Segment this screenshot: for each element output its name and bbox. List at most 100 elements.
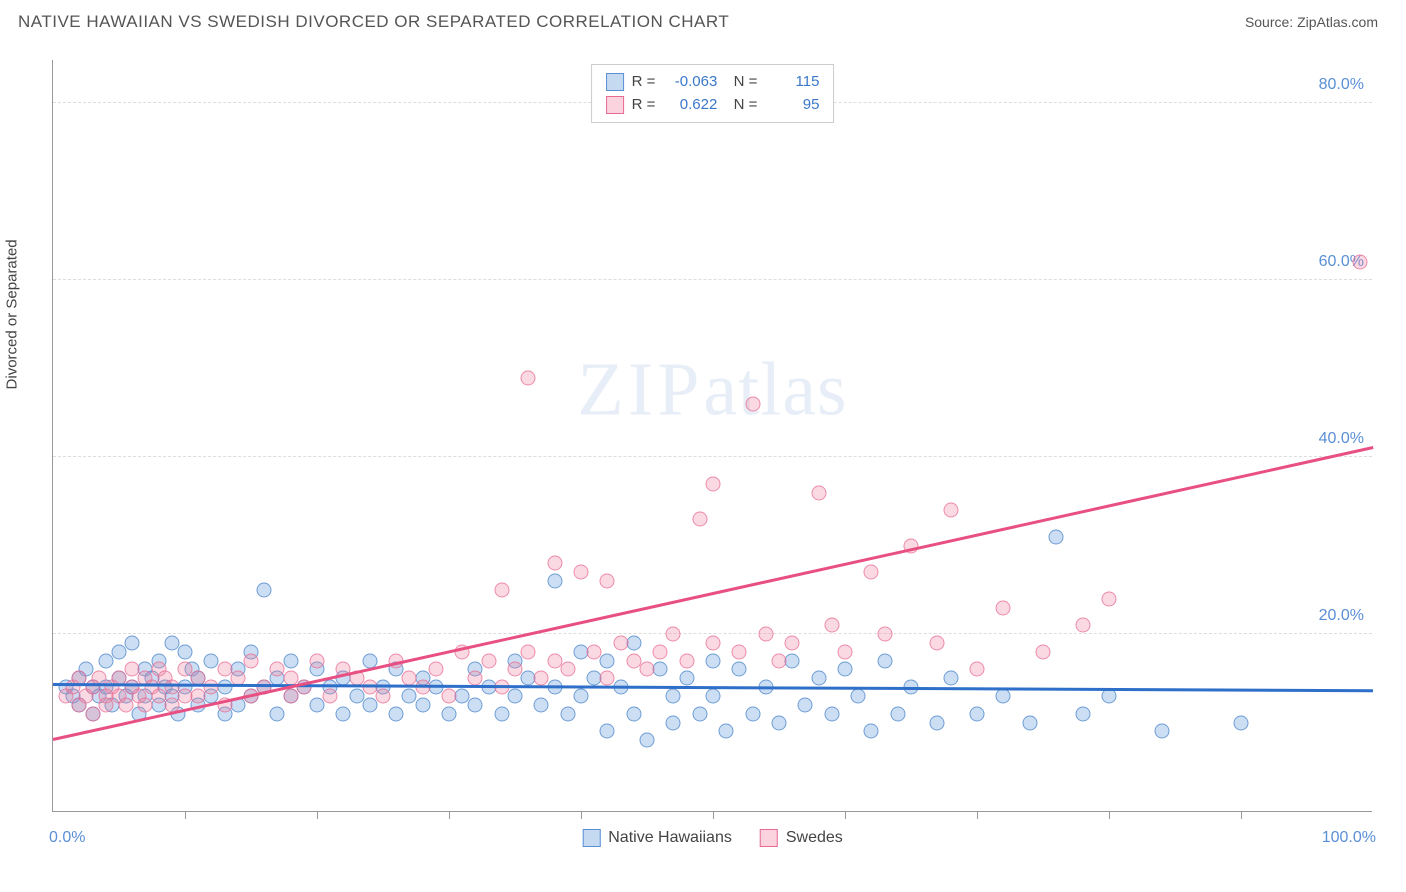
plot-area: ZIPatlas R = -0.063 N = 115 R = 0.622 N … xyxy=(52,60,1372,812)
y-tick-label: 80.0% xyxy=(1319,76,1364,94)
data-point xyxy=(442,689,457,704)
data-point xyxy=(864,724,879,739)
data-point xyxy=(547,556,562,571)
data-point xyxy=(494,706,509,721)
data-point xyxy=(574,689,589,704)
data-point xyxy=(191,689,206,704)
data-point xyxy=(877,627,892,642)
data-point xyxy=(798,697,813,712)
data-point xyxy=(217,680,232,695)
data-point xyxy=(706,653,721,668)
data-point xyxy=(930,715,945,730)
source-attribution: Source: ZipAtlas.com xyxy=(1245,14,1378,30)
data-point xyxy=(772,653,787,668)
gridline xyxy=(53,456,1372,457)
data-point xyxy=(706,689,721,704)
data-point xyxy=(1075,706,1090,721)
data-point xyxy=(890,706,905,721)
data-point xyxy=(336,706,351,721)
data-point xyxy=(310,697,325,712)
x-axis-min-label: 0.0% xyxy=(49,829,85,847)
x-tick xyxy=(713,811,714,819)
data-point xyxy=(244,653,259,668)
data-point xyxy=(178,644,193,659)
data-point xyxy=(864,565,879,580)
data-point xyxy=(442,706,457,721)
data-point xyxy=(481,653,496,668)
data-point xyxy=(679,671,694,686)
data-point xyxy=(653,662,668,677)
watermark: ZIPatlas xyxy=(577,347,847,434)
correlation-legend: R = -0.063 N = 115 R = 0.622 N = 95 xyxy=(591,64,835,123)
data-point xyxy=(666,689,681,704)
data-point xyxy=(508,689,523,704)
data-point xyxy=(1102,591,1117,606)
data-point xyxy=(732,662,747,677)
legend-label-swedes: Swedes xyxy=(786,829,843,847)
data-point xyxy=(996,689,1011,704)
data-point xyxy=(257,582,272,597)
r-label: R = xyxy=(632,94,656,117)
data-point xyxy=(85,706,100,721)
x-tick xyxy=(1109,811,1110,819)
x-tick xyxy=(317,811,318,819)
data-point xyxy=(758,627,773,642)
swatch-blue xyxy=(582,829,600,847)
data-point xyxy=(745,706,760,721)
data-point xyxy=(824,618,839,633)
data-point xyxy=(270,706,285,721)
data-point xyxy=(323,689,338,704)
data-point xyxy=(600,724,615,739)
data-point xyxy=(877,653,892,668)
data-point xyxy=(468,697,483,712)
header: NATIVE HAWAIIAN VS SWEDISH DIVORCED OR S… xyxy=(0,0,1406,40)
data-point xyxy=(838,644,853,659)
data-point xyxy=(666,715,681,730)
data-point xyxy=(943,671,958,686)
data-point xyxy=(521,644,536,659)
y-tick-label: 40.0% xyxy=(1319,430,1364,448)
data-point xyxy=(996,600,1011,615)
r-value-swedes: 0.622 xyxy=(663,94,717,117)
watermark-atlas: atlas xyxy=(703,348,847,432)
data-point xyxy=(706,635,721,650)
data-point xyxy=(534,697,549,712)
chart-container: Divorced or Separated ZIPatlas R = -0.06… xyxy=(18,50,1388,862)
data-point xyxy=(283,689,298,704)
data-point xyxy=(600,573,615,588)
legend-label-hawaiians: Native Hawaiians xyxy=(608,829,732,847)
data-point xyxy=(560,706,575,721)
data-point xyxy=(930,635,945,650)
data-point xyxy=(118,697,133,712)
x-tick xyxy=(845,811,846,819)
n-value-swedes: 95 xyxy=(765,94,819,117)
legend-item-hawaiians: Native Hawaiians xyxy=(582,829,732,847)
data-point xyxy=(98,653,113,668)
r-value-hawaiians: -0.063 xyxy=(663,71,717,94)
data-point xyxy=(666,627,681,642)
data-point xyxy=(970,662,985,677)
series-legend: Native Hawaiians Swedes xyxy=(582,829,843,847)
data-point xyxy=(1049,529,1064,544)
data-point xyxy=(428,662,443,677)
data-point xyxy=(785,653,800,668)
source-link[interactable]: ZipAtlas.com xyxy=(1297,14,1378,30)
data-point xyxy=(98,697,113,712)
data-point xyxy=(970,706,985,721)
x-tick xyxy=(185,811,186,819)
data-point xyxy=(1022,715,1037,730)
data-point xyxy=(719,724,734,739)
data-point xyxy=(640,662,655,677)
data-point xyxy=(560,662,575,677)
data-point xyxy=(1102,689,1117,704)
data-point xyxy=(362,697,377,712)
data-point xyxy=(521,370,536,385)
data-point xyxy=(1234,715,1249,730)
data-point xyxy=(468,671,483,686)
data-point xyxy=(138,697,153,712)
data-point xyxy=(613,635,628,650)
data-point xyxy=(600,653,615,668)
y-axis-label: Divorced or Separated xyxy=(4,239,21,389)
data-point xyxy=(679,653,694,668)
data-point xyxy=(824,706,839,721)
